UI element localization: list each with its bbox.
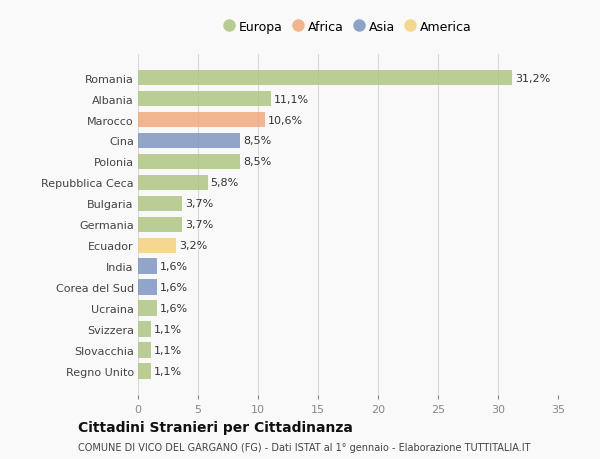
Bar (138, 91, 271, 107)
Text: 1,1%: 1,1% (154, 346, 182, 356)
Bar (138, 196, 182, 212)
Bar (138, 364, 151, 379)
Text: 3,7%: 3,7% (185, 199, 214, 209)
Text: 8,5%: 8,5% (243, 157, 271, 167)
Bar (138, 238, 176, 254)
Text: 1,1%: 1,1% (154, 325, 182, 335)
Text: 5,8%: 5,8% (211, 178, 239, 188)
Text: 3,2%: 3,2% (179, 241, 208, 251)
Bar (138, 175, 208, 191)
Text: 11,1%: 11,1% (274, 94, 310, 104)
Text: 10,6%: 10,6% (268, 115, 304, 125)
Bar (138, 154, 240, 170)
Legend: Europa, Africa, Asia, America: Europa, Africa, Asia, America (224, 21, 472, 34)
Bar (138, 322, 151, 337)
Text: COMUNE DI VICO DEL GARGANO (FG) - Dati ISTAT al 1° gennaio - Elaborazione TUTTIT: COMUNE DI VICO DEL GARGANO (FG) - Dati I… (78, 442, 530, 452)
Bar (138, 301, 157, 317)
Bar (138, 343, 151, 358)
Bar (138, 280, 157, 296)
Text: 1,6%: 1,6% (160, 262, 188, 272)
Bar (138, 133, 240, 149)
Text: Cittadini Stranieri per Cittadinanza: Cittadini Stranieri per Cittadinanza (78, 420, 353, 434)
Bar (138, 217, 182, 233)
Text: 1,6%: 1,6% (160, 283, 188, 293)
Text: 1,6%: 1,6% (160, 304, 188, 313)
Text: 8,5%: 8,5% (243, 136, 271, 146)
Bar (138, 259, 157, 274)
Text: 1,1%: 1,1% (154, 366, 182, 376)
Text: 31,2%: 31,2% (515, 73, 551, 84)
Text: 3,7%: 3,7% (185, 220, 214, 230)
Bar (138, 112, 265, 128)
Bar (138, 71, 512, 86)
